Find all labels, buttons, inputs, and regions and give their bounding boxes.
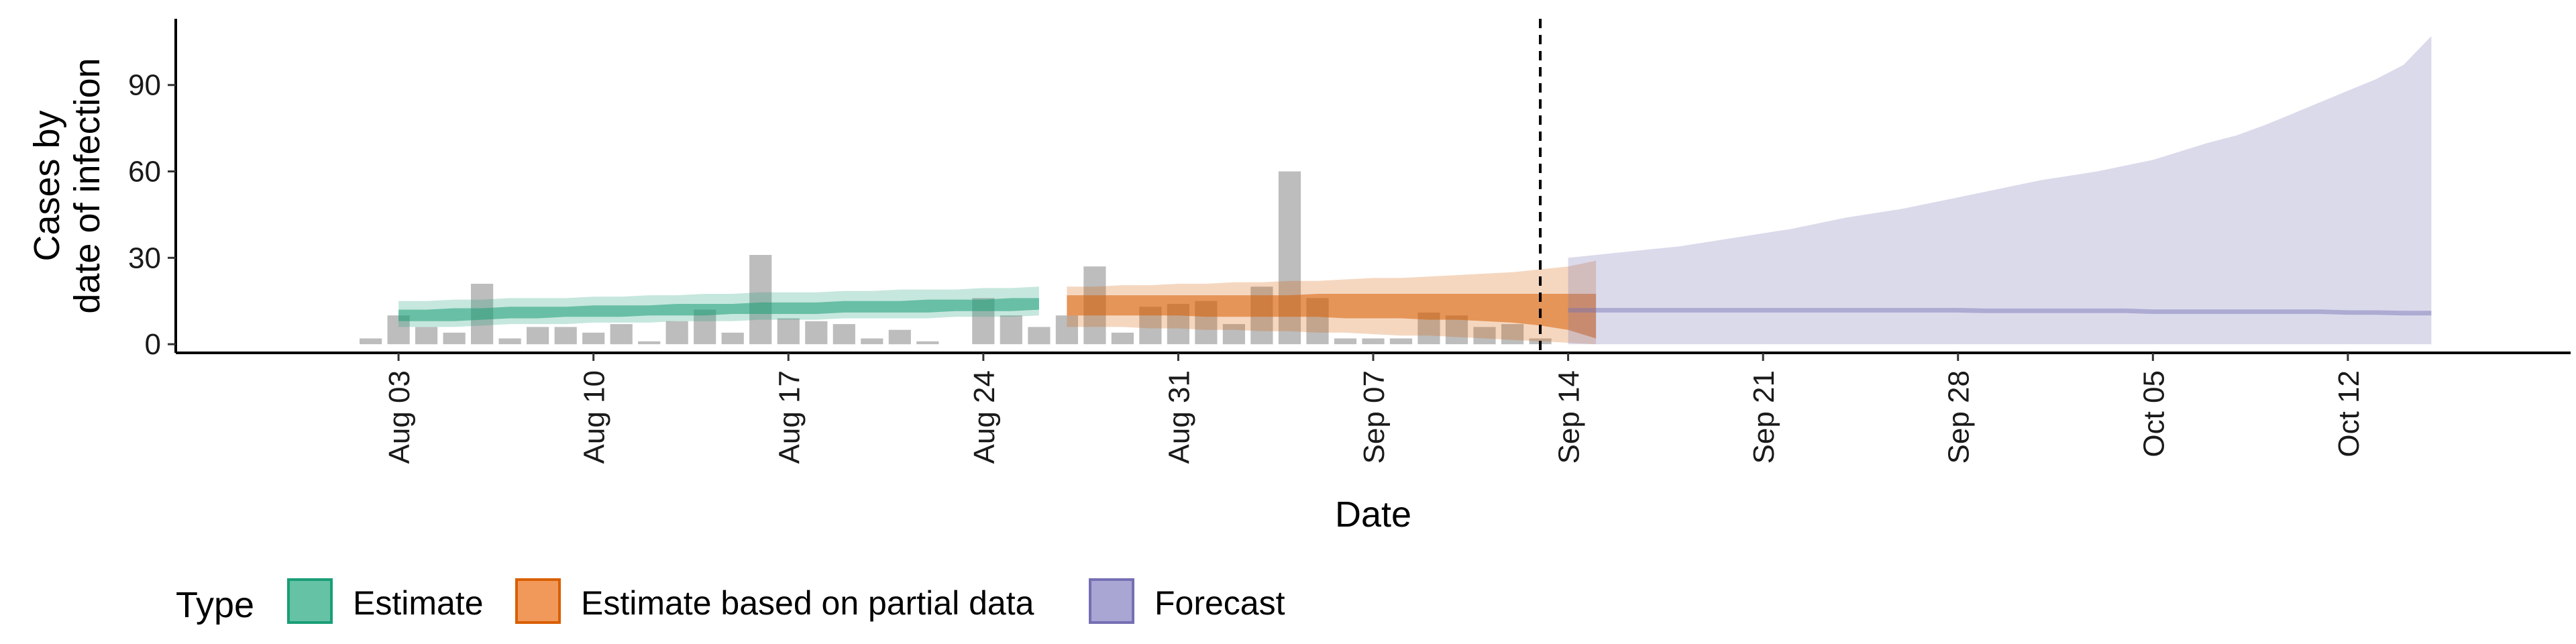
legend: Type Estimate Estimate based on partial d…: [176, 578, 1285, 625]
observed-bar: [1000, 315, 1022, 345]
x-tick-label: Sep 14: [1553, 370, 1586, 464]
y-axis-title-line-2: date of infection: [67, 58, 107, 313]
observed-bar: [1445, 315, 1468, 345]
observed-bar: [721, 332, 744, 345]
x-tick-label: Aug 03: [383, 370, 416, 464]
observed-bar: [1334, 338, 1357, 345]
legend-swatch: [515, 578, 561, 624]
observed-bar: [638, 341, 661, 345]
legend-swatch: [287, 578, 333, 624]
observed-bar: [833, 324, 855, 345]
x-tick-label: Sep 07: [1358, 370, 1391, 464]
x-tick-label: Sep 21: [1748, 370, 1780, 464]
x-axis-title: Date: [1335, 494, 1411, 535]
observed-bar: [1362, 338, 1385, 345]
observed-bar: [1055, 315, 1078, 345]
legend-label: Estimate: [353, 584, 484, 622]
y-tick-label: 60: [128, 156, 161, 189]
observed-bar: [1389, 338, 1413, 345]
x-tick-label: Aug 17: [773, 370, 806, 464]
y-tick-label: 30: [128, 241, 161, 274]
y-tick-label: 0: [145, 328, 161, 361]
x-tick-label: Oct 05: [2137, 370, 2170, 458]
observed-bar: [777, 318, 800, 345]
observed-bar: [498, 338, 521, 345]
observed-bar: [805, 321, 828, 345]
observed-bar: [554, 327, 577, 345]
observed-bar: [360, 338, 382, 345]
observed-bar: [916, 341, 939, 345]
x-tick-label: Aug 31: [1163, 370, 1195, 464]
observed-bar: [1501, 324, 1524, 345]
forecast-outer-band: [1568, 36, 2432, 345]
observed-bar: [665, 321, 688, 345]
estimate-inner-band: [398, 298, 1039, 321]
observed-bar: [415, 327, 438, 345]
y-tick-label: 90: [128, 69, 161, 102]
legend-label: Forecast: [1155, 584, 1285, 622]
legend-label: Estimate based on partial data: [581, 584, 1034, 622]
observed-bar: [443, 332, 466, 345]
observed-bar: [527, 327, 549, 345]
observed-bar: [888, 329, 911, 345]
axes: [168, 19, 2571, 361]
x-tick-label: Oct 12: [2332, 370, 2365, 458]
observed-bar: [749, 255, 772, 345]
x-tick-label: Aug 10: [578, 370, 611, 464]
estimate-based-on-partial-data-inner-band: [1067, 294, 1597, 339]
ribbons: [398, 36, 2432, 345]
observed-bar: [582, 332, 605, 345]
legend-title: Type: [176, 585, 254, 625]
observed-bar: [1473, 327, 1496, 345]
observed-bar: [1111, 332, 1134, 345]
x-tick-label: Sep 28: [1943, 370, 1976, 464]
y-axis-title-line-1: Cases by: [27, 110, 67, 261]
x-tick-label: Aug 24: [968, 370, 1001, 464]
tick-labels: 0 30 60 90 Aug 03 Aug 10 Aug 17 Aug 24 Aug 31 Sep…: [128, 69, 2365, 464]
forecast-inner-band: [1568, 308, 2432, 316]
observed-bar: [1028, 327, 1051, 345]
observed-bar: [861, 338, 883, 345]
observed-bar: [1222, 324, 1245, 345]
legend-swatch: [1089, 578, 1134, 624]
observed-bar: [610, 324, 633, 345]
